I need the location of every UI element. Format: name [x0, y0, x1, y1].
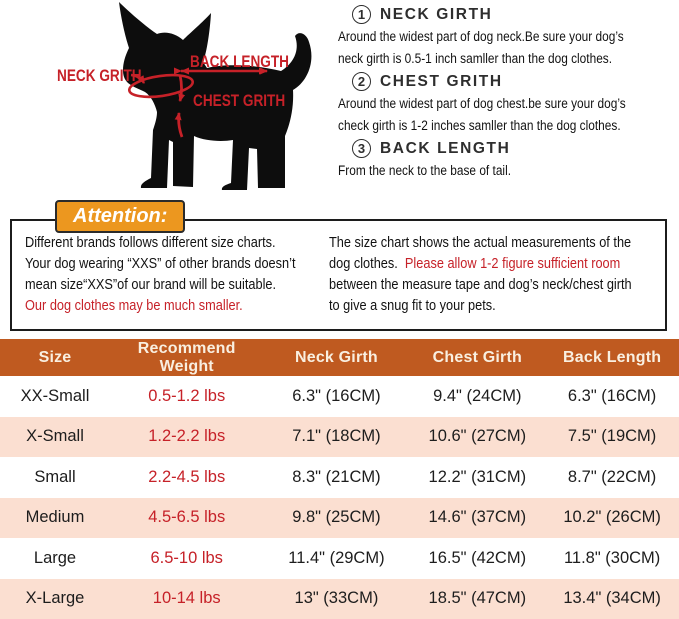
cell-back: 10.2" (26CM) [545, 497, 679, 538]
back-length-label: BACK LENGTH [190, 52, 289, 71]
chest-girth-label: CHEST GRITH [193, 91, 286, 110]
cell-neck: 9.8" (25CM) [263, 497, 410, 538]
cell-weight: 6.5-10 lbs [109, 538, 264, 579]
attention-paragraph-right: The size chart shows the actual measurem… [329, 233, 632, 317]
cell-chest: 14.6" (37CM) [409, 497, 546, 538]
cell-size: Large [0, 538, 110, 579]
cell-back: 8.7" (22CM) [545, 457, 679, 498]
number-2-circle-icon: 2 [352, 72, 371, 91]
cell-size: XX-Small [0, 376, 110, 417]
cell-back: 11.8" (30CM) [545, 538, 679, 579]
header-neck-girth: Neck Girth [263, 339, 410, 376]
table-row: XX-Small 0.5-1.2 lbs 6.3" (16CM) 9.4" (2… [0, 376, 679, 417]
cell-back: 13.4" (34CM) [545, 578, 679, 619]
dog-body-shape [119, 2, 312, 190]
header-recommend-weight: Recommend Weight [109, 339, 264, 376]
attention-left-black-text: Different brands follows different size … [25, 235, 296, 293]
cell-back: 6.3" (16CM) [545, 376, 679, 417]
instruction-body-neck: Around the widest part of dog neck.Be su… [338, 29, 624, 66]
attention-tag: Attention: [55, 200, 186, 233]
table-row: X-Large 10-14 lbs 13" (33CM) 18.5" (47CM… [0, 578, 679, 619]
instruction-title: BACK LENGTH [380, 139, 511, 157]
cell-size: X-Large [0, 578, 110, 619]
cell-size: X-Small [0, 416, 110, 457]
cell-weight: 1.2-2.2 lbs [109, 416, 264, 457]
cell-weight: 2.2-4.5 lbs [109, 457, 264, 498]
instruction-body-back: From the neck to the base of tail. [338, 163, 512, 178]
neck-girth-ellipse [127, 73, 195, 99]
cell-neck: 13" (33CM) [263, 578, 410, 619]
header-size: Size [0, 339, 110, 376]
cell-weight: 10-14 lbs [109, 578, 264, 619]
cell-size: Small [0, 457, 110, 498]
cell-chest: 16.5" (42CM) [409, 538, 546, 579]
instruction-heading-chest: 2 CHEST GRITH [352, 72, 679, 91]
cell-chest: 10.6" (27CM) [409, 416, 546, 457]
table-row: Small 2.2-4.5 lbs 8.3" (21CM) 12.2" (31C… [0, 457, 679, 498]
number-1-circle-icon: 1 [352, 5, 371, 24]
cell-chest: 18.5" (47CM) [409, 578, 546, 619]
size-table: Size Recommend Weight Neck Girth Chest G… [0, 339, 679, 619]
table-header-row: Size Recommend Weight Neck Girth Chest G… [0, 339, 679, 376]
attention-left-red-text: Our dog clothes may be much smaller. [25, 298, 243, 314]
cell-chest: 12.2" (31CM) [409, 457, 546, 498]
instruction-body-chest: Around the widest part of dog chest.be s… [338, 96, 626, 133]
cell-neck: 6.3" (16CM) [263, 376, 410, 417]
instruction-heading-neck: 1 NECK GIRTH [352, 5, 679, 24]
cell-neck: 8.3" (21CM) [263, 457, 410, 498]
neck-girth-label: NECK GRITH [57, 66, 142, 85]
chest-girth-up-arrow [174, 112, 184, 138]
attention-right-black-text-2: between the measure tape and dog’s neck/… [329, 277, 632, 314]
table-row: X-Small 1.2-2.2 lbs 7.1" (18CM) 10.6" (2… [0, 416, 679, 457]
header-chest-girth: Chest Girth [409, 339, 546, 376]
instruction-heading-back: 3 BACK LENGTH [352, 139, 679, 158]
measuring-instructions: 1 NECK GIRTH Around the widest part of d… [338, 3, 679, 185]
cell-weight: 0.5-1.2 lbs [109, 376, 264, 417]
instruction-title: NECK GIRTH [380, 5, 493, 23]
neck-pointer-arrow [130, 73, 146, 84]
attention-right-red-text: Please allow 1-2 figure sufficient room [404, 256, 621, 272]
table-row: Large 6.5-10 lbs 11.4" (29CM) 16.5" (42C… [0, 538, 679, 579]
dog-silhouette-diagram [119, 2, 312, 190]
cell-size: Medium [0, 497, 110, 538]
cell-back: 7.5" (19CM) [545, 416, 679, 457]
cell-chest: 9.4" (24CM) [409, 376, 546, 417]
cell-neck: 11.4" (29CM) [263, 538, 410, 579]
chest-girth-down-arrow [178, 74, 186, 102]
cell-weight: 4.5-6.5 lbs [109, 497, 264, 538]
cell-neck: 7.1" (18CM) [263, 416, 410, 457]
attention-box [10, 219, 667, 331]
attention-paragraph-left: Different brands follows different size … [25, 233, 295, 317]
attention-right-black-text-1: The size chart shows the actual measurem… [329, 235, 632, 272]
table-row: Medium 4.5-6.5 lbs 9.8" (25CM) 14.6" (37… [0, 497, 679, 538]
instruction-title: CHEST GRITH [380, 72, 503, 90]
number-3-circle-icon: 3 [352, 139, 371, 158]
header-back-length: Back Length [545, 339, 679, 376]
